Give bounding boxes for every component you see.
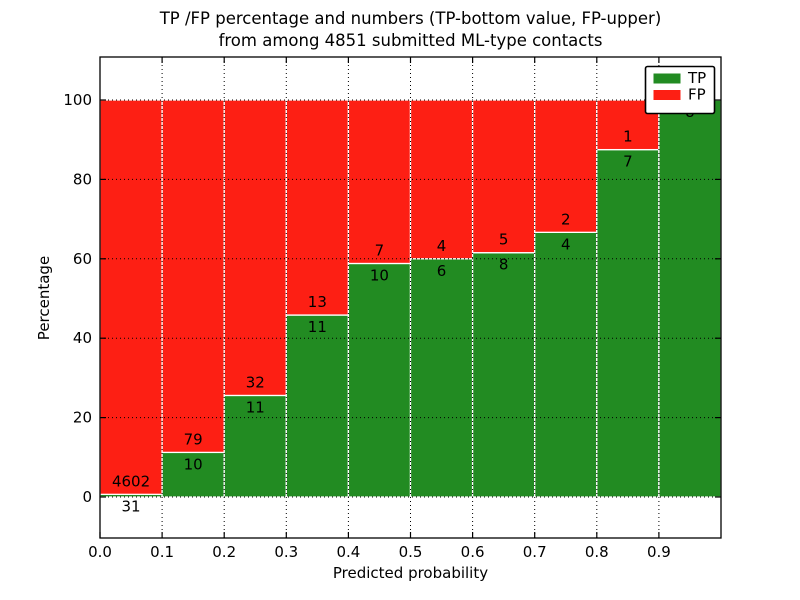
- fp-bar: [409, 99, 474, 260]
- x-tick-label: 0.9: [647, 543, 671, 561]
- legend-label-tp: TP: [687, 69, 706, 87]
- tp-bar: [285, 314, 350, 498]
- x-tick-label: 0.0: [88, 543, 112, 561]
- tp-bar: [471, 252, 536, 498]
- y-tick-label: 100: [63, 91, 92, 109]
- x-tick-label: 0.1: [150, 543, 174, 561]
- fp-count-label: 4: [437, 237, 447, 255]
- fp-count-label: 79: [184, 430, 203, 448]
- fp-count-label: 5: [499, 231, 509, 249]
- tp-count-label: 6: [437, 262, 447, 280]
- tp-count-label: 11: [246, 398, 265, 416]
- fp-count-label: 13: [308, 293, 327, 311]
- x-tick-label: 0.2: [212, 543, 236, 561]
- tick-labels-group: 0.0 0.1 0.2 0.3 0.4 0.5 0.6 0.7 0.8 0.9 0 20 40 60 80 1…: [63, 91, 670, 561]
- tp-bar: [596, 148, 660, 498]
- y-tick-label: 20: [73, 409, 92, 427]
- tp-count-label: 7: [623, 153, 633, 171]
- x-tick-label: 0.3: [274, 543, 298, 561]
- chart-title-line2: from among 4851 submitted ML-type contac…: [218, 31, 603, 50]
- y-tick-label: 60: [73, 250, 92, 268]
- fp-bar: [471, 99, 536, 254]
- x-tick-label: 0.5: [399, 543, 423, 561]
- tp-count-label: 8: [499, 256, 509, 274]
- bars-group: [99, 99, 722, 498]
- x-axis-label: Predicted probability: [332, 564, 489, 582]
- fp-bar: [99, 99, 163, 495]
- bar-labels-group: 314602107911321113107648542718: [112, 103, 695, 515]
- grid-group: [100, 57, 721, 538]
- fp-bar: [285, 99, 350, 316]
- fp-bar: [161, 99, 225, 454]
- x-tick-label: 0.4: [336, 543, 360, 561]
- tp-bar: [409, 258, 474, 498]
- tp-count-label: 31: [122, 497, 141, 515]
- y-tick-label: 40: [73, 329, 92, 347]
- tp-bar: [347, 262, 412, 498]
- fp-count-label: 2: [561, 210, 571, 228]
- y-tick-label: 80: [73, 170, 92, 188]
- fp-bar: [534, 99, 598, 233]
- chart-title: TP /FP percentage and numbers (TP-bottom…: [100, 8, 721, 52]
- tp-count-label: 11: [308, 318, 327, 336]
- legend-label-fp: FP: [688, 86, 706, 104]
- x-tick-label: 0.6: [461, 543, 485, 561]
- fp-bar: [223, 99, 287, 397]
- legend-swatch-tp: [653, 73, 681, 84]
- tp-count-label: 4: [561, 235, 571, 253]
- chart-title-line1: TP /FP percentage and numbers (TP-bottom…: [159, 9, 662, 28]
- x-tick-label: 0.8: [585, 543, 609, 561]
- fp-bar: [347, 99, 412, 265]
- ticks-group: [99, 57, 721, 538]
- legend-swatch-fp: [653, 90, 681, 100]
- tp-count-label: 10: [370, 266, 389, 284]
- tp-bar: [161, 451, 225, 498]
- y-tick-label: 0: [82, 488, 92, 506]
- fp-count-label: 4602: [112, 472, 150, 490]
- fp-count-label: 32: [246, 373, 265, 391]
- tp-count-label: 10: [184, 455, 203, 473]
- x-tick-label: 0.7: [523, 543, 547, 561]
- tp-bar: [534, 231, 598, 498]
- fp-count-label: 7: [375, 241, 385, 259]
- fp-count-label: 1: [623, 128, 633, 146]
- tp-bar: [658, 99, 722, 498]
